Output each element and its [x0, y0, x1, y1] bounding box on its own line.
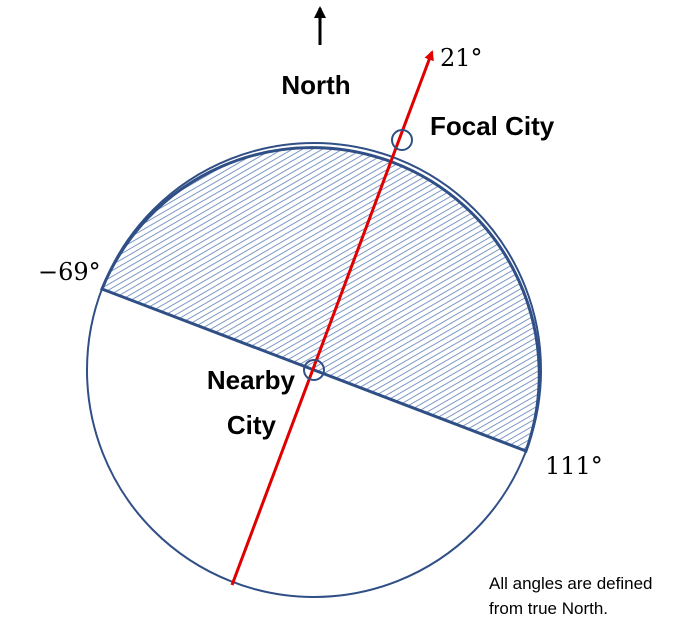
note: from true North.	[489, 599, 608, 618]
city-label: Focal City	[430, 111, 555, 141]
hatched-half	[100, 146, 541, 453]
angle-label: 21°	[440, 44, 483, 72]
city-label: City	[227, 410, 277, 440]
city-label: Nearby	[207, 365, 296, 395]
nearby-marker	[303, 359, 325, 381]
focal-marker	[391, 129, 413, 151]
bearing-line	[230, 50, 434, 586]
angle-label: −69°	[38, 258, 101, 286]
north-label: North	[281, 70, 350, 100]
note: All angles are defined	[489, 574, 653, 593]
angle-label: 111°	[545, 452, 603, 480]
